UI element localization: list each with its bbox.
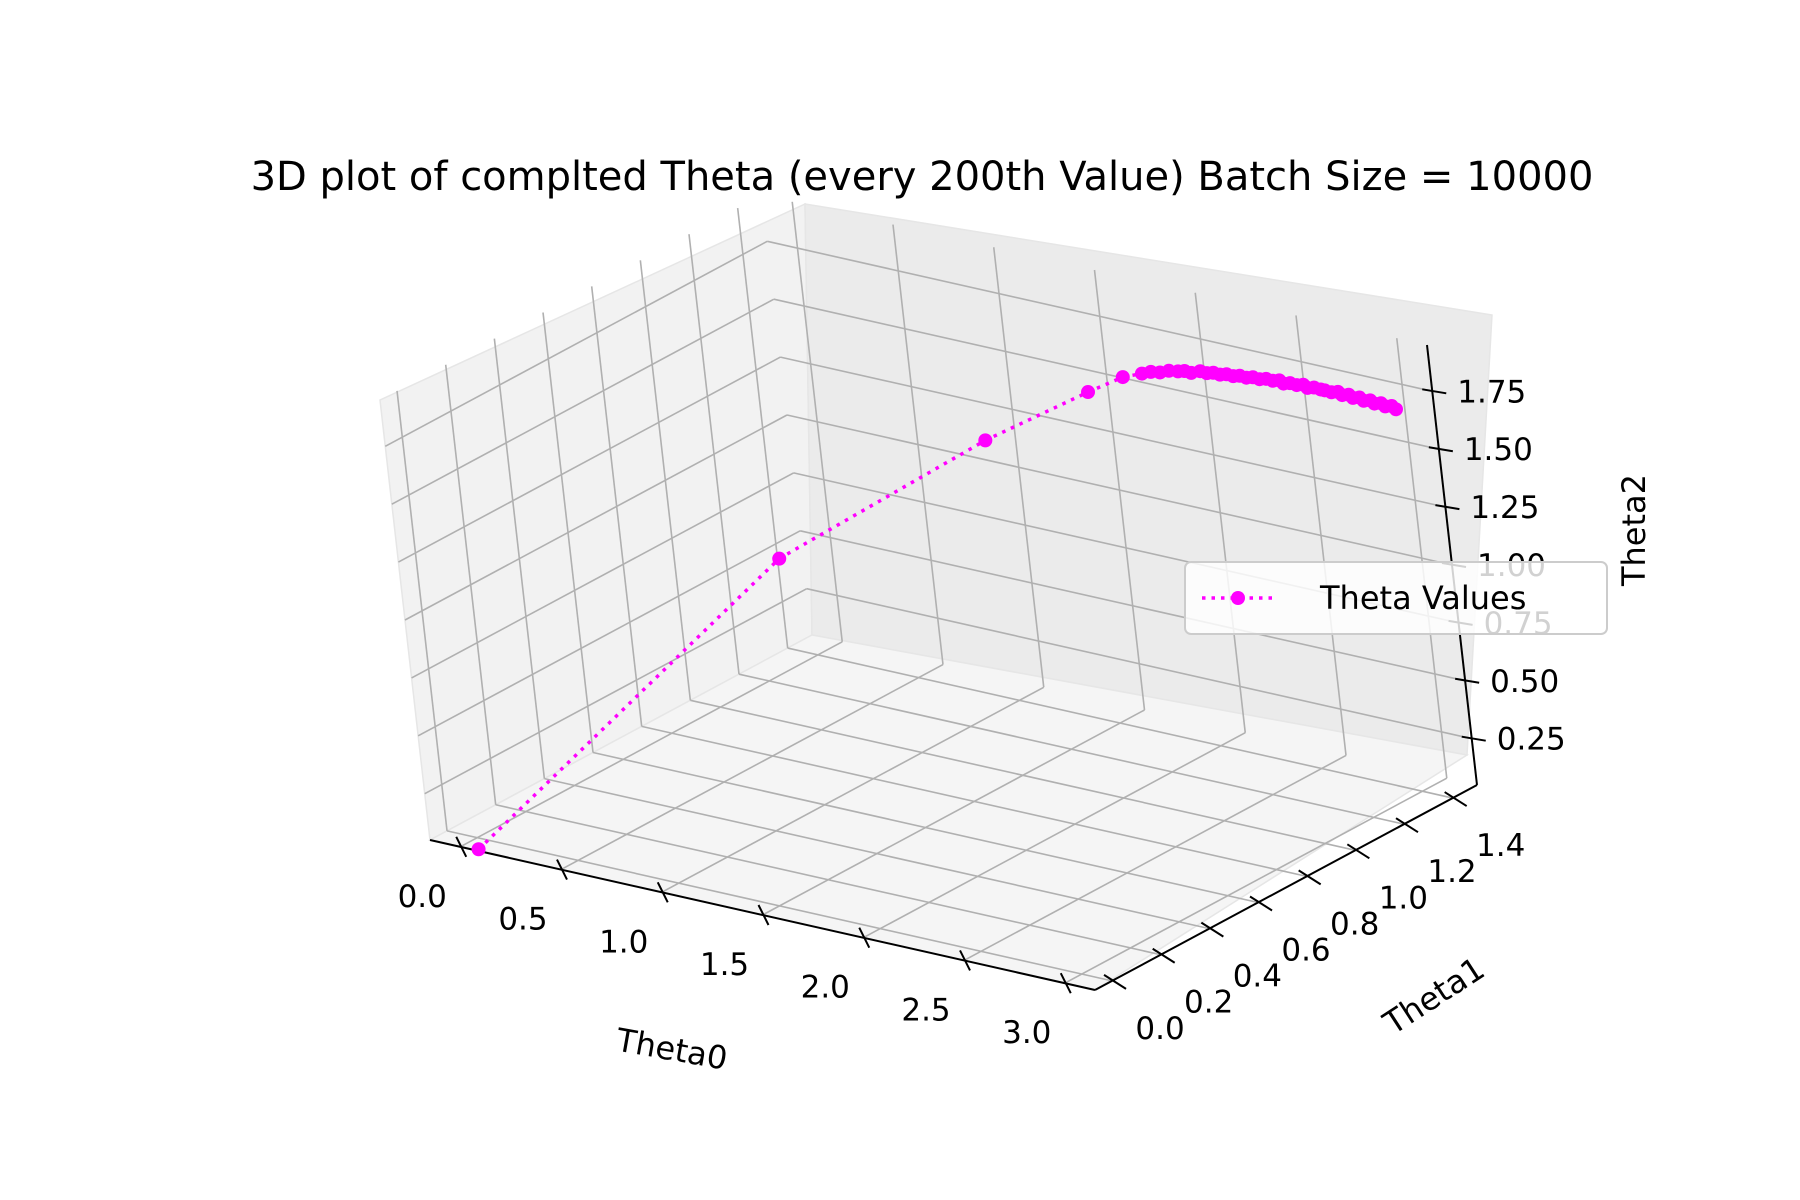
data-point bbox=[772, 551, 787, 566]
x-tick-label: 0.5 bbox=[498, 902, 547, 938]
grid-line-y-floor bbox=[641, 725, 1307, 878]
grid-line-z-side bbox=[384, 240, 768, 448]
y-tick-mark bbox=[1444, 791, 1468, 807]
grid-line-x-floor bbox=[762, 709, 1145, 916]
grid-line-z-side bbox=[417, 530, 801, 737]
chart-title: 3D plot of complted Theta (every 200th V… bbox=[251, 154, 1594, 200]
y-tick-label: 0.4 bbox=[1233, 959, 1282, 995]
data-point bbox=[1388, 402, 1403, 417]
y-tick-label: 1.4 bbox=[1476, 828, 1525, 864]
grid-line-z-side bbox=[404, 414, 788, 621]
x-tick-mark bbox=[556, 859, 568, 880]
x-tick-mark bbox=[656, 881, 669, 903]
grid-line-z-back bbox=[786, 414, 1453, 566]
y-tick-label: 0.0 bbox=[1135, 1011, 1184, 1047]
grid-line-x-floor bbox=[459, 641, 843, 848]
y-tick-mark bbox=[1152, 947, 1176, 964]
grid-line-z-back bbox=[780, 356, 1446, 508]
y-tick-mark bbox=[1298, 869, 1322, 886]
tick-labels: 0.00.51.01.52.02.53.0 0.00.20.40.60.81.01… bbox=[398, 374, 1566, 1051]
x-tick-mark bbox=[1059, 972, 1072, 994]
grid-line-z-side bbox=[411, 472, 794, 679]
y-tick-mark bbox=[1346, 843, 1370, 860]
z-tick-mark bbox=[1428, 446, 1454, 453]
grid-line-y-floor bbox=[544, 777, 1210, 930]
x-tick-label: 2.0 bbox=[801, 970, 850, 1006]
grid-line-x-floor bbox=[963, 754, 1347, 962]
y-tick-label: 1.2 bbox=[1427, 854, 1476, 890]
x-tick-label: 2.5 bbox=[901, 992, 950, 1028]
x-tick-label: 1.0 bbox=[599, 924, 648, 960]
legend-label: Theta Values bbox=[1319, 579, 1526, 617]
z-tick-label: 0.50 bbox=[1490, 664, 1559, 700]
data-point bbox=[471, 842, 486, 857]
legend-marker-swatch bbox=[1231, 591, 1245, 605]
y-axis-label: Theta1 bbox=[1376, 949, 1491, 1042]
grid-line-y-floor bbox=[690, 699, 1356, 852]
y-tick-mark bbox=[1249, 895, 1273, 912]
grid-line-y-floor bbox=[446, 830, 1113, 982]
z-tick-label: 1.50 bbox=[1464, 432, 1533, 468]
x-tick-label: 3.0 bbox=[1002, 1015, 1051, 1051]
y-tick-label: 0.2 bbox=[1184, 985, 1233, 1021]
data-point bbox=[1115, 370, 1130, 385]
grid-line-z-back bbox=[767, 240, 1433, 393]
y-tick-label: 0.6 bbox=[1281, 933, 1330, 969]
grid-line-y-floor bbox=[787, 647, 1453, 799]
z-tick-mark bbox=[1422, 388, 1447, 395]
x-tick-label: 0.0 bbox=[398, 879, 447, 915]
grid-line-x-floor bbox=[1064, 777, 1448, 984]
y-tick-label: 1.0 bbox=[1379, 880, 1428, 916]
data-point bbox=[1081, 385, 1096, 400]
legend: Theta Values bbox=[1184, 561, 1608, 635]
grid-line-z-back bbox=[773, 298, 1440, 450]
z-axis-label: Theta2 bbox=[1615, 474, 1653, 587]
grid-line-z-side bbox=[398, 356, 781, 563]
x-tick-mark bbox=[858, 927, 871, 949]
grid-line-z-back bbox=[799, 530, 1466, 682]
series-theta-values bbox=[471, 363, 1403, 857]
y-tick-label: 0.8 bbox=[1330, 906, 1379, 942]
grid-line-y-floor bbox=[495, 803, 1161, 956]
grid-line-z-back bbox=[806, 587, 1472, 740]
legend-box bbox=[1184, 561, 1608, 635]
grid-lines bbox=[384, 201, 1472, 984]
x-tick-label: 1.5 bbox=[700, 947, 749, 983]
grid-line-y-floor bbox=[592, 751, 1259, 904]
z-tick-mark bbox=[1454, 677, 1480, 684]
grid-line-x-floor bbox=[862, 732, 1246, 939]
x-tick-mark bbox=[959, 950, 971, 971]
z-tick-label: 1.25 bbox=[1470, 490, 1539, 526]
grid-line-z-side bbox=[424, 587, 808, 795]
grid-line-z-side bbox=[391, 298, 775, 505]
y-axis-line bbox=[1094, 784, 1478, 991]
z-tick-label: 1.75 bbox=[1457, 374, 1526, 410]
z-tick-label: 0.25 bbox=[1497, 722, 1566, 758]
grid-line-x-floor bbox=[560, 663, 944, 871]
y-tick-mark bbox=[1395, 817, 1419, 834]
z-tick-mark bbox=[1435, 504, 1460, 511]
y-tick-mark bbox=[1103, 974, 1127, 990]
x-axis-label: Theta0 bbox=[612, 1021, 730, 1078]
y-tick-mark bbox=[1200, 921, 1224, 938]
grid-line-x-floor bbox=[661, 686, 1045, 893]
x-tick-mark bbox=[757, 904, 770, 926]
grid-line-y-floor bbox=[738, 673, 1405, 825]
x-tick-mark bbox=[455, 836, 468, 858]
data-point bbox=[978, 433, 993, 448]
z-tick-mark bbox=[1461, 735, 1486, 742]
